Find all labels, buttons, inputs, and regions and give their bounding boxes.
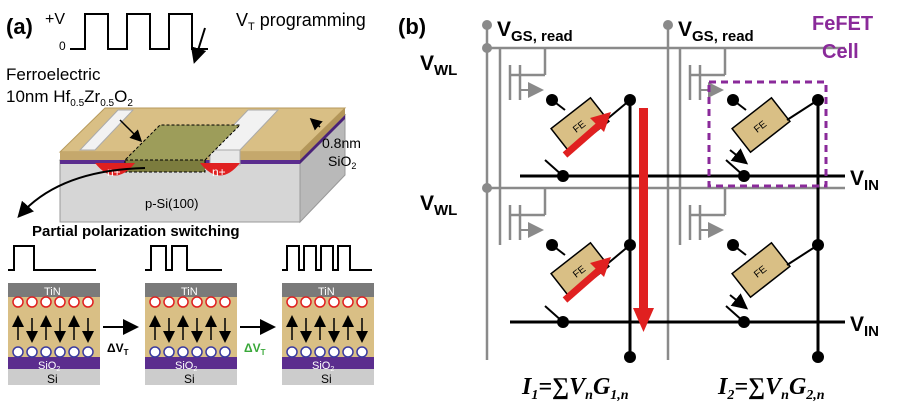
fefet-device-3d: n+ n+ p-Si(100): [58, 107, 347, 224]
red-current-arrow: [639, 108, 648, 308]
stack-2-bottom-label: Si: [184, 372, 195, 386]
fe-device-12: FE: [550, 241, 610, 299]
stack-1-bottom-label: Si: [47, 372, 58, 386]
ferroelectric-pointer: [119, 119, 143, 143]
stack-2-oxide-label: SiO2: [175, 360, 197, 373]
substrate-label: p-Si(100): [145, 196, 198, 211]
fe-device-11: FE: [550, 96, 610, 154]
ferroelectric-label-1: Ferroelectric: [6, 65, 101, 84]
panel-a: (a) +V 0 VT programming Ferroelectric 10…: [6, 10, 374, 386]
fefet-cell-label-1: FeFET: [812, 13, 873, 35]
current-equation-1: I1=∑VnG1,n: [521, 374, 629, 403]
programming-arrow: [190, 27, 207, 64]
panel-a-label: (a): [6, 14, 33, 39]
current-equation-2: I2=∑VnG2,n: [717, 374, 825, 403]
fe-device-21: FE: [731, 96, 791, 154]
programming-label: VT programming: [236, 10, 366, 33]
polarization-stack-3: TiN SiO2 Si: [282, 283, 374, 386]
partial-switching-title: Partial polarization switching: [32, 223, 240, 240]
fe-device-22: FE: [731, 241, 791, 299]
source-nplus-label: n+: [107, 165, 121, 179]
polarization-stack-2: TiN SiO2 Si: [145, 283, 237, 386]
pulse-low-label: 0: [59, 39, 66, 53]
delta-vt-1: ΔVT: [107, 341, 129, 357]
vin-label-1: VIN: [850, 167, 879, 194]
fefet-cell-box: [707, 80, 828, 188]
polarization-stack-1: TiN SiO2 Si: [8, 283, 100, 386]
fefet-cell-label-2: Cell: [822, 41, 859, 63]
stack-3-bottom-label: Si: [321, 372, 332, 386]
vin-label-2: VIN: [850, 313, 879, 340]
stack-3-oxide-label: SiO2: [312, 360, 334, 373]
pulse-2: [145, 245, 222, 271]
programming-pulse-train: [70, 13, 208, 50]
gray-lines: [485, 25, 845, 360]
ferroelectric-label-2: 10nm Hf0.5Zr0.5O2: [6, 87, 133, 109]
vwl-label-2: VWL: [420, 192, 457, 219]
drain-nplus-label: n+: [212, 165, 226, 179]
stack-3-top-label: TiN: [318, 286, 335, 298]
delta-vt-2: ΔVT: [244, 341, 266, 357]
stack-2-top-label: TiN: [181, 286, 198, 298]
oxide-label: SiO2: [328, 153, 356, 171]
oxide-thickness-label: 0.8nm: [322, 135, 361, 151]
pulse-3: [282, 245, 372, 271]
panel-b: (b): [398, 13, 879, 403]
pulse-1: [8, 245, 96, 271]
pulse-high-label: +V: [45, 11, 65, 28]
stack-1-top-label: TiN: [44, 286, 61, 298]
vwl-label-1: VWL: [420, 52, 457, 79]
oxide-pointer: [309, 118, 323, 131]
panel-b-label: (b): [398, 14, 426, 39]
zoom-arrow: [17, 167, 146, 218]
stack-1-oxide-label: SiO2: [38, 360, 60, 373]
vgs-read-label-2: VGS, read: [678, 18, 754, 45]
vgs-read-label-1: VGS, read: [497, 18, 573, 45]
